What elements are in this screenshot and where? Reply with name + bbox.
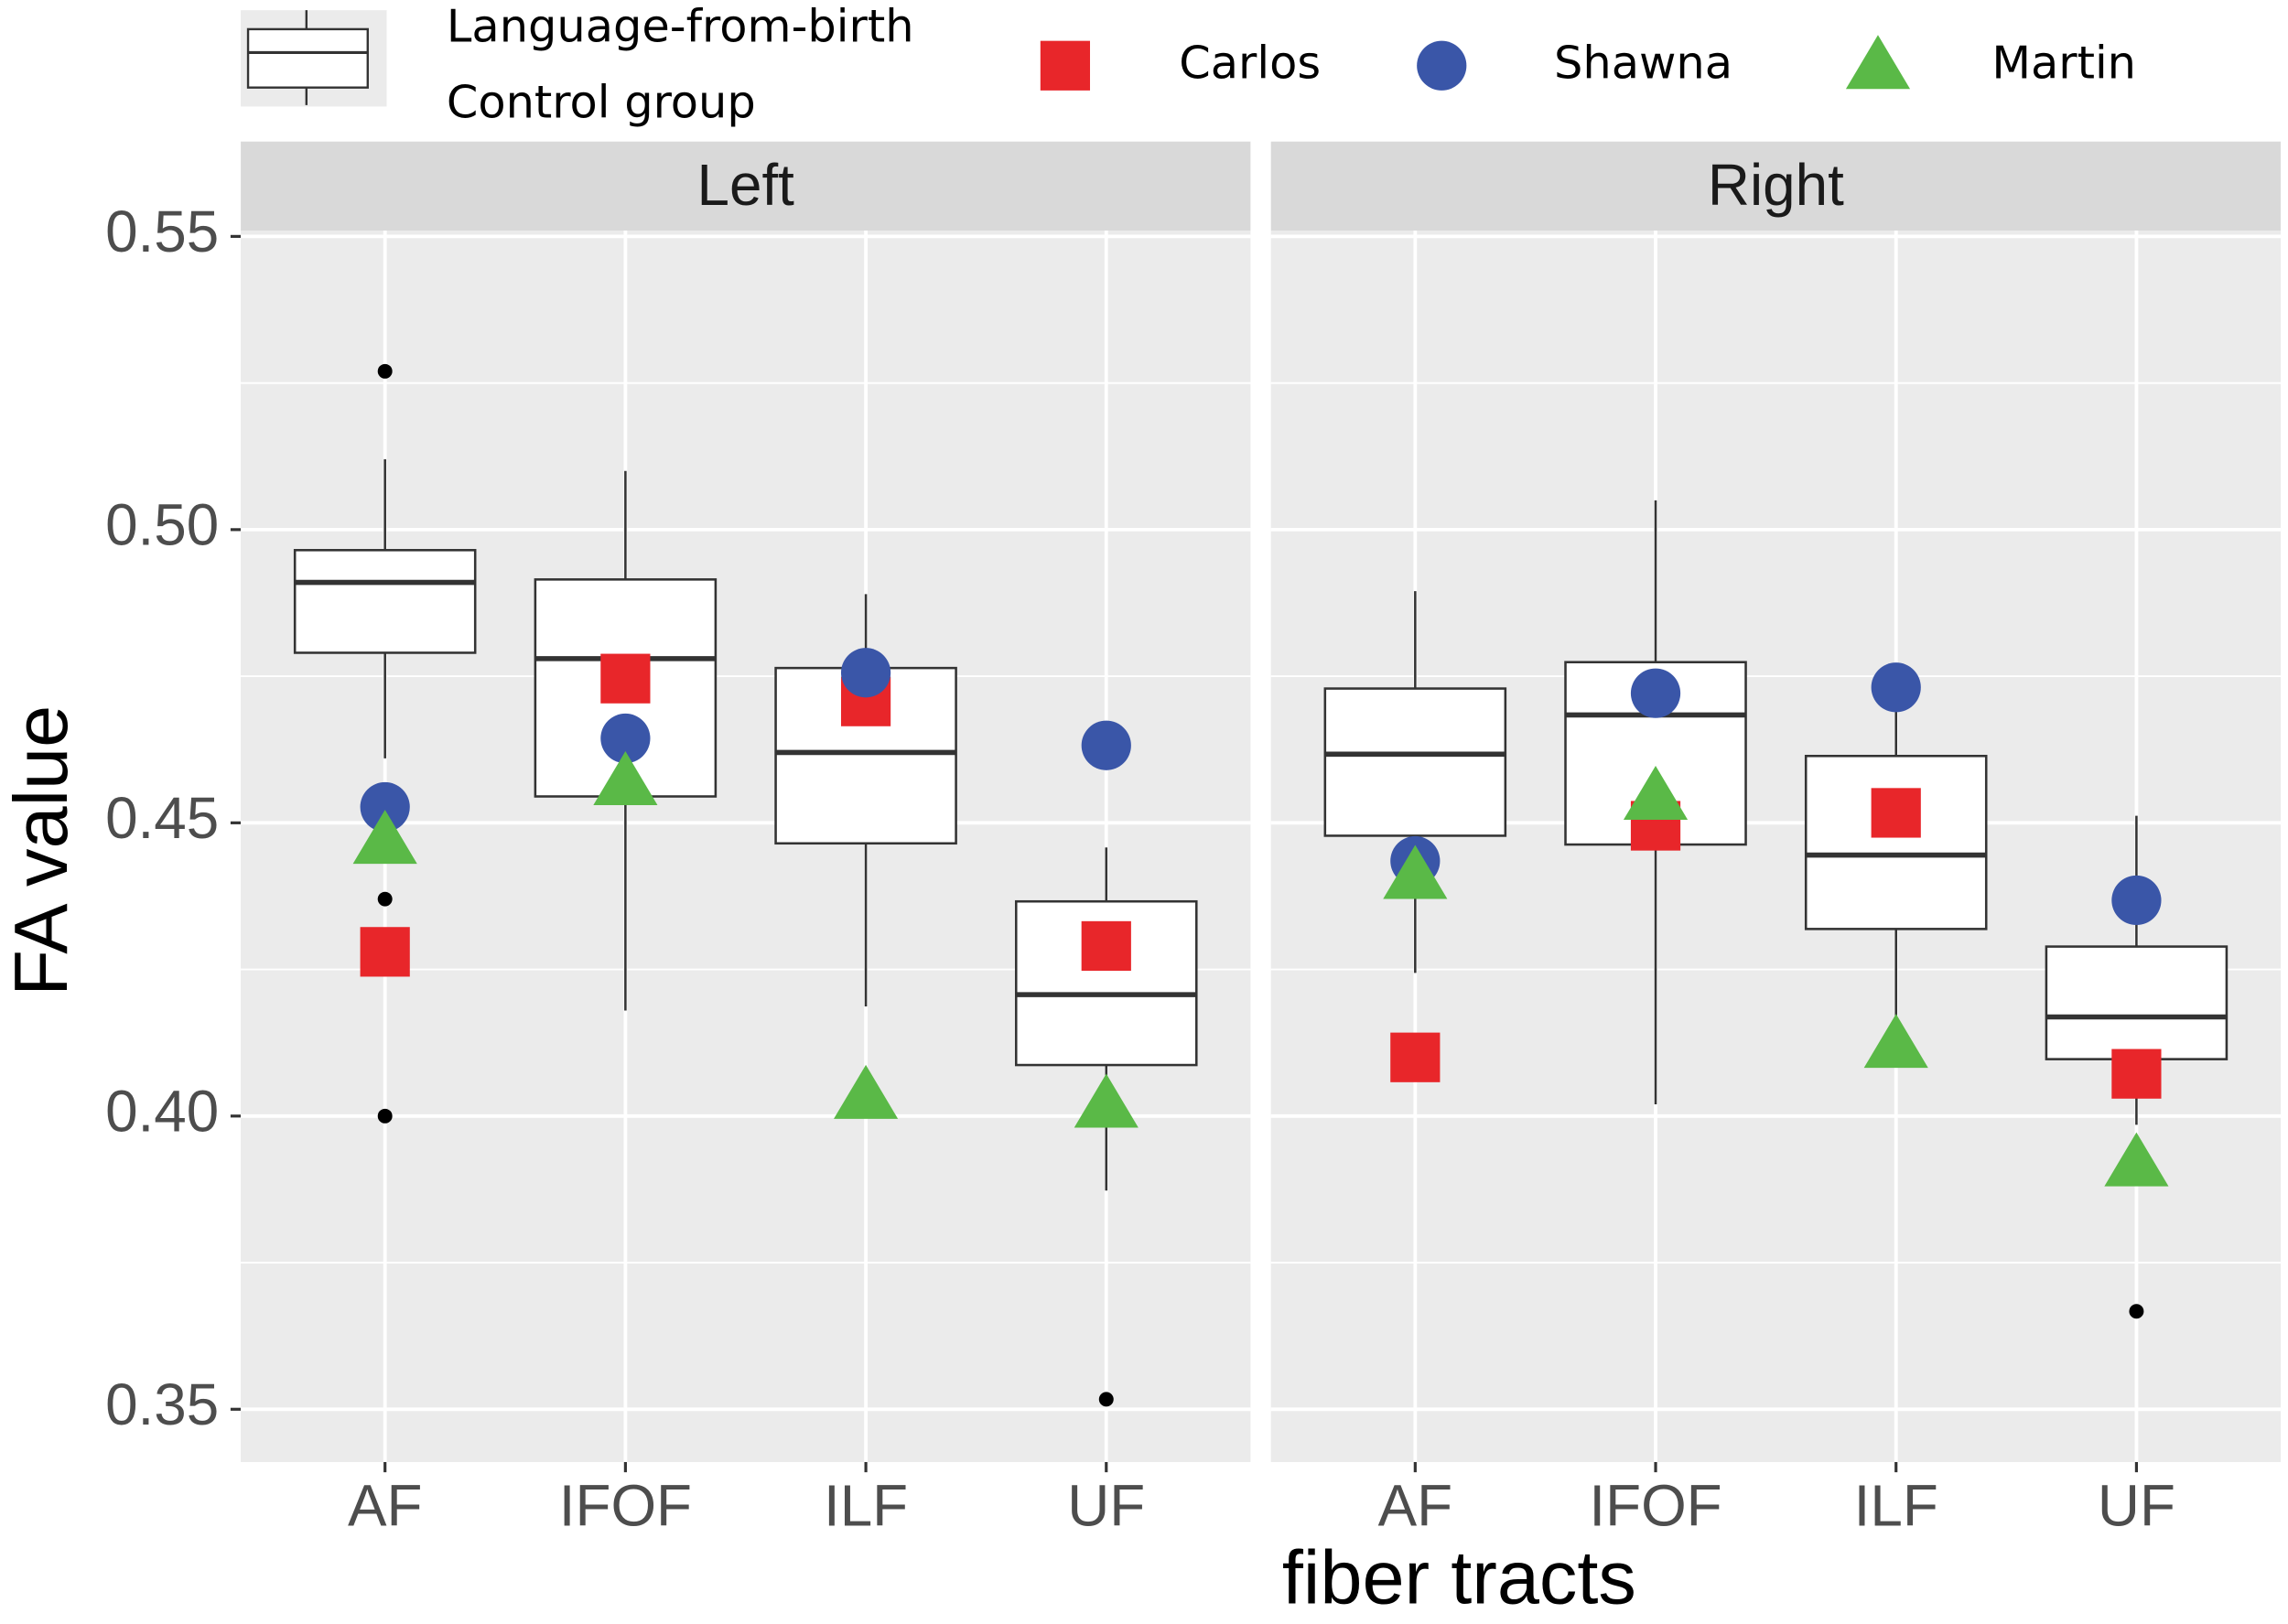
marker-triangle bbox=[1074, 1073, 1139, 1128]
outlier bbox=[2129, 1304, 2144, 1319]
x-tick-label: ILF bbox=[824, 1472, 908, 1538]
strip-label: Left bbox=[697, 152, 795, 218]
marker-circle bbox=[1417, 40, 1467, 91]
marker-triangle bbox=[1863, 1014, 1928, 1069]
legend-key bbox=[246, 27, 369, 89]
legend-label: Carlos bbox=[1179, 36, 1321, 89]
strip bbox=[241, 141, 1251, 231]
y-tick-label: 0.55 bbox=[105, 199, 219, 264]
strip bbox=[1270, 141, 2282, 231]
marker-square bbox=[1390, 1032, 1441, 1082]
y-tick-label: 0.45 bbox=[105, 785, 219, 851]
x-tick-label: UF bbox=[1067, 1472, 1145, 1538]
legend-label: Language-from-birth bbox=[447, 0, 914, 52]
marker-circle bbox=[600, 713, 651, 764]
x-tick-label: AF bbox=[348, 1472, 422, 1538]
y-axis-title: FA value bbox=[0, 705, 83, 996]
y-tick-label: 0.35 bbox=[105, 1371, 219, 1437]
panel bbox=[241, 230, 1251, 1462]
box bbox=[1804, 754, 1988, 930]
x-axis-title: fiber tracts bbox=[1282, 1534, 1636, 1619]
marker-square bbox=[1871, 788, 1921, 838]
marker-triangle bbox=[352, 810, 417, 865]
strip-label: Right bbox=[1708, 152, 1844, 218]
marker-circle bbox=[360, 781, 410, 833]
marker-triangle bbox=[834, 1064, 899, 1119]
outlier bbox=[1098, 1392, 1114, 1407]
panel bbox=[1270, 230, 2282, 1462]
marker-circle bbox=[1871, 662, 1921, 713]
outlier bbox=[377, 891, 393, 907]
x-tick-label: IFOF bbox=[559, 1472, 692, 1538]
marker-triangle bbox=[1623, 766, 1689, 821]
legend-label: Martin bbox=[1991, 36, 2136, 89]
x-tick-label: UF bbox=[2098, 1472, 2175, 1538]
box bbox=[2045, 945, 2229, 1060]
marker-circle bbox=[2111, 875, 2162, 926]
x-tick-label: ILF bbox=[1854, 1472, 1938, 1538]
x-tick-label: AF bbox=[1378, 1472, 1452, 1538]
marker-triangle bbox=[593, 750, 658, 805]
legend-label: Control group bbox=[447, 75, 756, 128]
marker-square bbox=[2111, 1049, 2162, 1099]
marker-circle bbox=[1630, 668, 1681, 718]
marker-square bbox=[600, 653, 651, 704]
marker-square bbox=[1040, 40, 1091, 91]
marker-triangle bbox=[1845, 35, 1911, 90]
y-tick-label: 0.40 bbox=[105, 1079, 219, 1145]
marker-circle bbox=[840, 648, 891, 698]
marker-circle bbox=[1081, 720, 1131, 770]
box bbox=[293, 549, 477, 654]
outlier bbox=[377, 363, 393, 379]
outlier bbox=[377, 1108, 393, 1124]
marker-square bbox=[360, 927, 410, 977]
y-tick-label: 0.50 bbox=[105, 492, 219, 558]
box bbox=[1323, 687, 1507, 837]
marker-triangle bbox=[1383, 844, 1448, 899]
legend-label: Shawna bbox=[1554, 36, 1732, 89]
marker-square bbox=[1081, 920, 1131, 972]
marker-triangle bbox=[2104, 1132, 2169, 1187]
x-tick-label: IFOF bbox=[1589, 1472, 1721, 1538]
